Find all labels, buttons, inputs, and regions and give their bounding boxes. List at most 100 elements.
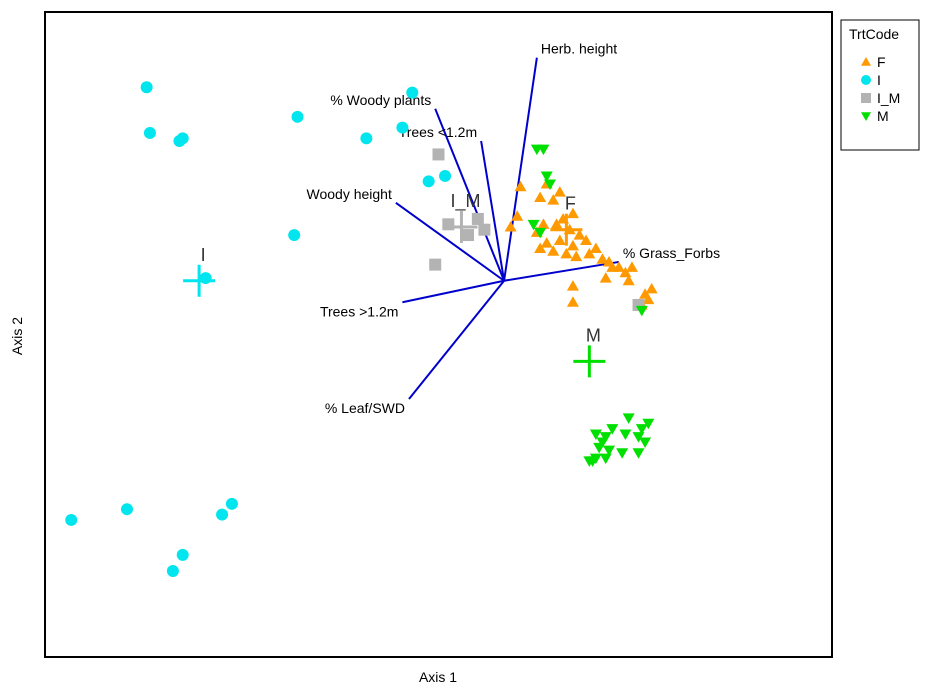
point-m bbox=[583, 456, 596, 467]
point-m bbox=[603, 445, 616, 457]
point-m bbox=[619, 429, 632, 440]
legend-title: TrtCode bbox=[849, 26, 899, 42]
point-f bbox=[645, 282, 658, 294]
point-i bbox=[166, 565, 179, 577]
point-i bbox=[396, 121, 409, 134]
point-f bbox=[619, 266, 632, 278]
point-f bbox=[603, 255, 616, 267]
series-i bbox=[65, 81, 452, 577]
point-i bbox=[288, 229, 301, 242]
centroid-f: F bbox=[550, 194, 583, 246]
legend-label: I_M bbox=[877, 90, 900, 106]
point-i bbox=[199, 272, 212, 285]
point-m bbox=[543, 179, 556, 190]
point-f bbox=[514, 180, 527, 192]
point-m bbox=[540, 171, 553, 182]
vector-line-woody-plants bbox=[434, 108, 506, 282]
vector-line-trees-1-2m bbox=[480, 140, 506, 281]
point-m bbox=[606, 424, 619, 435]
legend-label: F bbox=[877, 54, 886, 70]
vector-label-woody-plants: % Woody plants bbox=[330, 92, 431, 108]
point-m bbox=[534, 227, 547, 239]
vector-line-herb-height bbox=[503, 57, 538, 281]
vector-line-woody-height bbox=[395, 202, 505, 282]
point-i bbox=[360, 132, 373, 145]
point-f bbox=[511, 210, 524, 221]
point-m bbox=[616, 448, 629, 459]
centroid-i-m: I_M bbox=[445, 191, 480, 243]
y-axis-label: Axis 2 bbox=[9, 317, 25, 355]
point-f bbox=[550, 218, 563, 229]
vector-label-trees-1-2m: Trees >1.2m bbox=[320, 303, 398, 319]
point-f bbox=[625, 261, 638, 272]
vector-line-leaf-swd bbox=[408, 280, 505, 400]
point-i bbox=[65, 513, 78, 526]
vector-label-grass-forbs: % Grass_Forbs bbox=[623, 245, 720, 261]
point-i bbox=[140, 81, 153, 94]
point-f bbox=[599, 272, 612, 283]
point-m bbox=[635, 305, 648, 317]
point-m bbox=[622, 413, 635, 424]
legend-marker-i bbox=[861, 75, 871, 85]
point-i-m bbox=[442, 218, 455, 231]
centroid-label: I_M bbox=[450, 191, 480, 212]
legend-entry-f: F bbox=[861, 54, 886, 70]
centroid-i: I bbox=[183, 245, 216, 297]
point-i-m bbox=[478, 223, 491, 236]
point-m bbox=[527, 219, 540, 231]
centroid-label: M bbox=[586, 325, 601, 345]
point-i-m bbox=[471, 212, 484, 225]
vector-label-woody-height: Woody height bbox=[307, 186, 392, 202]
point-i bbox=[225, 497, 238, 510]
point-i bbox=[176, 132, 189, 145]
point-f bbox=[622, 274, 635, 286]
point-f bbox=[566, 296, 579, 307]
point-i bbox=[120, 503, 133, 516]
point-f bbox=[612, 261, 625, 272]
centroid-label: F bbox=[565, 194, 576, 214]
legend-label: M bbox=[877, 108, 889, 124]
point-f bbox=[553, 186, 566, 197]
point-f bbox=[580, 234, 593, 245]
point-f bbox=[570, 250, 583, 262]
point-f bbox=[566, 207, 579, 219]
legend-entry-i: I bbox=[861, 72, 881, 88]
point-f bbox=[547, 194, 560, 205]
legend-marker-f bbox=[861, 57, 871, 66]
vector-label-leaf-swd: % Leaf/SWD bbox=[325, 400, 405, 416]
point-m bbox=[635, 424, 648, 435]
point-i bbox=[439, 169, 452, 182]
legend-marker-m bbox=[861, 112, 871, 121]
x-axis-label: Axis 1 bbox=[419, 669, 457, 685]
point-f bbox=[553, 234, 566, 245]
points-layer bbox=[65, 81, 658, 577]
point-i bbox=[143, 126, 156, 139]
point-m bbox=[599, 432, 612, 443]
point-i bbox=[291, 110, 304, 123]
legend-entry-i-m: I_M bbox=[861, 90, 900, 106]
centroid-m: M bbox=[573, 325, 606, 378]
point-f bbox=[596, 253, 609, 264]
centroid-label: I bbox=[201, 245, 206, 265]
point-i bbox=[422, 175, 435, 188]
point-f bbox=[566, 239, 579, 251]
point-f bbox=[547, 245, 560, 256]
point-f bbox=[642, 293, 655, 305]
point-m bbox=[596, 437, 609, 448]
centroids-layer: F I I_M M bbox=[183, 191, 606, 378]
legend-entries: FI I_M M bbox=[861, 54, 900, 124]
point-f bbox=[534, 191, 547, 202]
point-f bbox=[504, 221, 517, 232]
point-i bbox=[406, 86, 419, 99]
point-m bbox=[632, 432, 645, 443]
point-i-m bbox=[429, 258, 442, 271]
point-f bbox=[566, 280, 579, 291]
point-m bbox=[642, 418, 655, 430]
point-f bbox=[537, 218, 550, 229]
point-m bbox=[599, 453, 612, 465]
point-f bbox=[534, 242, 547, 253]
point-i-m bbox=[432, 148, 445, 161]
plot-area-frame bbox=[44, 11, 833, 658]
legend-frame bbox=[840, 19, 920, 151]
point-i bbox=[176, 548, 189, 561]
